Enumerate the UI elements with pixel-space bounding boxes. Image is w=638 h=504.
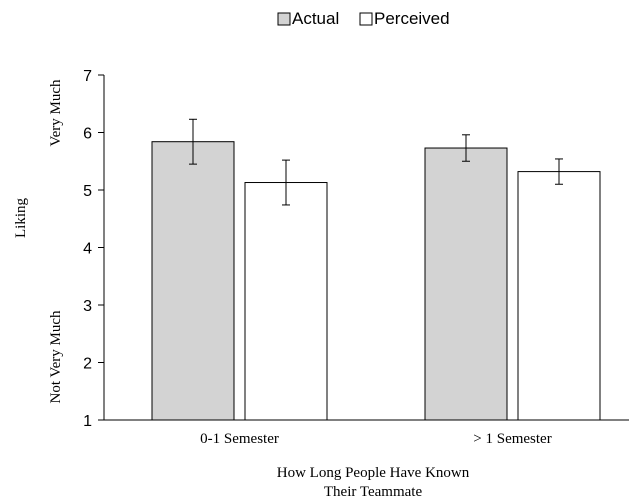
y-tick-label: 3: [83, 298, 92, 315]
y-axis-label: Liking: [13, 198, 29, 238]
legend-swatch-actual: [277, 12, 291, 26]
y-tick-label: 6: [83, 126, 92, 143]
bar-actual: [151, 141, 235, 421]
legend: Actual Perceived: [277, 9, 450, 28]
bar-perceived: [244, 182, 328, 421]
x-axis-label-line2: Their Teammate: [324, 484, 423, 500]
y-tick-label: 7: [83, 68, 92, 85]
y-tick-label: 2: [83, 356, 92, 373]
bar-perceived: [517, 171, 601, 421]
legend-swatch-perceived: [359, 12, 373, 26]
bars: [151, 118, 601, 421]
y-tick-label: 5: [83, 183, 92, 200]
x-axis-label-line1: How Long People Have Known: [277, 465, 470, 481]
x-tick-label: 0-1 Semester: [200, 431, 279, 447]
y-tick-label: 1: [83, 413, 92, 430]
legend-label-perceived: Perceived: [374, 9, 450, 28]
y-axis-high-label: Very Much: [48, 79, 64, 147]
x-tick-labels: 0-1 Semester > 1 Semester: [200, 431, 552, 447]
y-axis-low-label: Not Very Much: [48, 310, 64, 404]
bar-actual: [424, 147, 508, 421]
x-tick-label: > 1 Semester: [473, 431, 551, 447]
y-ticks: 1 2 3 4 5 6 7: [83, 68, 104, 430]
legend-label-actual: Actual: [292, 9, 339, 28]
y-tick-label: 4: [83, 241, 92, 258]
